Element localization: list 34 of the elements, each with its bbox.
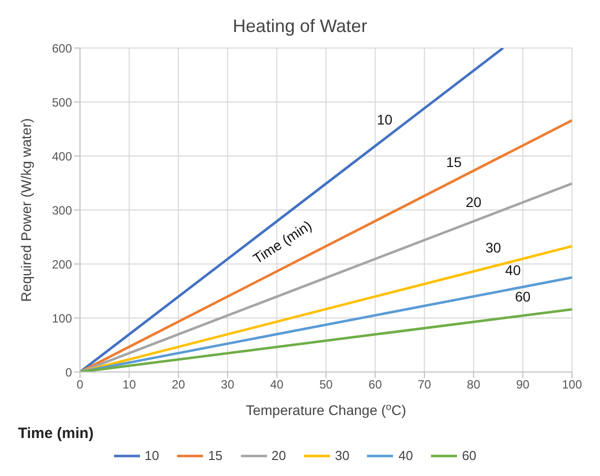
y-axis-title: Required Power (W/kg water)	[18, 118, 34, 302]
legend-label: 10	[144, 448, 160, 463]
x-tick-label: 20	[172, 378, 186, 392]
y-tick-label: 400	[52, 149, 72, 164]
text: 10	[376, 112, 392, 128]
x-tick-label: 90	[516, 378, 530, 392]
text: 40	[505, 262, 521, 278]
legend-label: 40	[397, 448, 413, 463]
legend-label: 20	[270, 448, 286, 463]
chart-title: Heating of Water	[232, 16, 368, 36]
text: 20	[466, 194, 482, 210]
x-tick-label: 60	[368, 378, 382, 392]
x-tick-label: 30	[220, 378, 235, 392]
x-tick-label: 0	[76, 378, 84, 392]
x-tick-label: 100	[562, 378, 582, 392]
x-tick-label: 80	[466, 378, 481, 392]
legend-title: Time (min)	[18, 425, 95, 442]
x-tick-label: 50	[319, 378, 333, 392]
y-tick-label: 100	[52, 311, 72, 326]
legend-label: 15	[207, 448, 223, 463]
legend-label: 30	[334, 448, 350, 463]
text: 15	[446, 154, 462, 170]
x-tick-label: 70	[418, 378, 432, 392]
x-axis-title: Temperature Change ($^{o}$C)	[246, 402, 406, 418]
y-tick-label: 600	[52, 41, 72, 56]
x-tick-label: 10	[122, 378, 136, 392]
y-tick-label: 0	[65, 365, 72, 380]
text: 60	[515, 288, 531, 305]
x-tick-label: 40	[270, 378, 284, 392]
y-tick-label: 200	[52, 257, 72, 272]
y-tick-label: 300	[52, 203, 72, 218]
legend-label: 60	[460, 448, 476, 463]
text: 30	[485, 239, 502, 256]
y-tick-label: 500	[52, 95, 72, 110]
